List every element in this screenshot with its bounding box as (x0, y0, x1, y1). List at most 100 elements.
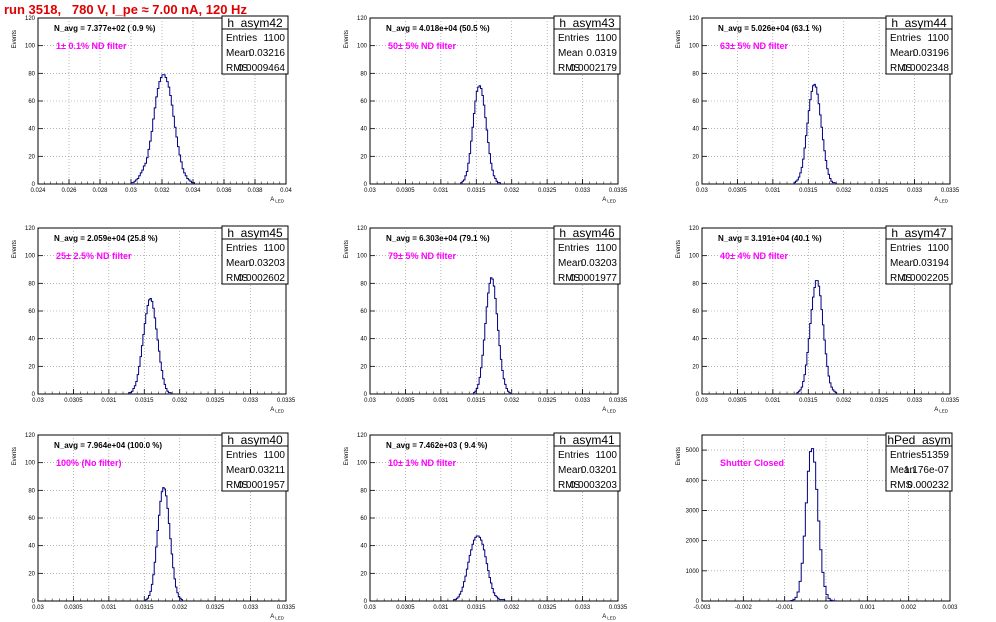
y-tick-label: 5000 (686, 448, 700, 454)
x-tick-label: 0.032 (504, 398, 520, 404)
x-tick-label: 0.0335 (277, 605, 296, 611)
y-tick-label: 100 (357, 254, 368, 260)
x-tick-label: 0.04 (280, 188, 292, 194)
y-tick-label: 20 (28, 571, 35, 577)
histogram-panel-h_asym47: 0.03 0.0305 0.031 0.0315 0.032 0.0325 0.033 0.0… (676, 225, 960, 414)
x-tick-label: 0.031 (765, 188, 781, 194)
y-tick-label: 100 (357, 461, 368, 467)
x-tick-label: 0.031 (765, 398, 781, 404)
y-axis-label: Events (344, 30, 350, 48)
x-tick-label: 0.033 (575, 398, 591, 404)
histogram-bars (460, 85, 501, 184)
stat-label: Entries (890, 33, 921, 44)
x-tick-label: 0.0305 (396, 188, 415, 194)
y-tick-label: 0 (364, 182, 368, 188)
y-tick-label: 0 (364, 392, 368, 398)
x-tick-label: 0.0325 (870, 188, 889, 194)
x-tick-label: 0.032 (836, 188, 852, 194)
x-tick-label: 0 (824, 605, 828, 611)
y-tick-label: 60 (692, 309, 699, 315)
stats-box: h_asym41 Entries 1100 Mean0.03201RMS0.00032… (553, 432, 621, 492)
n-avg-annotation: N_avg = 7.964e+04 (100.0 %) (54, 441, 162, 450)
x-tick-label: 0.0315 (467, 398, 486, 404)
histogram-name: h_asym46 (559, 226, 615, 240)
x-tick-label: 0.036 (216, 188, 232, 194)
y-tick-label: 40 (28, 127, 35, 133)
y-axis-label: Events (344, 447, 350, 465)
x-tick-label: 0.03 (364, 605, 376, 611)
stat-value: 1100 (927, 33, 949, 44)
x-tick-label: 0.032 (154, 188, 170, 194)
filter-annotation: 40± 4% ND filter (720, 251, 788, 261)
y-tick-label: 80 (692, 281, 699, 287)
x-tick-label: -0.003 (693, 605, 711, 611)
stat-label: Entries (226, 450, 257, 461)
stat-label: Entries (226, 33, 257, 44)
n-avg-annotation: N_avg = 7.462e+03 ( 9.4 %) (386, 441, 488, 450)
x-tick-label: 0.03 (696, 188, 708, 194)
x-tick-label: 0.033 (907, 188, 923, 194)
stat-value: 1100 (263, 450, 285, 461)
y-tick-label: 120 (25, 16, 36, 22)
histogram-bars (472, 277, 511, 394)
x-axis-label: ALED (270, 407, 285, 414)
stat-value: 0.0001957 (238, 480, 286, 491)
stat-value: 1100 (263, 33, 285, 44)
stat-value: 0.03216 (249, 48, 286, 59)
x-tick-label: 0.031 (433, 605, 449, 611)
n-avg-annotation: N_avg = 6.303e+04 (79.1 %) (386, 234, 490, 243)
y-tick-label: 2000 (686, 539, 700, 545)
filter-annotation: Shutter Closed (720, 458, 784, 468)
x-tick-label: 0.0315 (799, 188, 818, 194)
stat-value: 0.03194 (913, 258, 950, 269)
y-tick-label: 120 (689, 16, 700, 22)
x-tick-label: 0.03 (32, 398, 44, 404)
stat-value: 1100 (595, 33, 617, 44)
filter-annotation: 25± 2.5% ND filter (56, 251, 132, 261)
stat-label: RMS (558, 480, 581, 491)
stat-label: Entries (558, 33, 589, 44)
x-tick-label: 0.0325 (538, 605, 557, 611)
x-axis-label: ALED (934, 407, 949, 414)
stat-value: 0.0002348 (902, 63, 950, 74)
y-tick-label: 60 (28, 516, 35, 522)
x-tick-label: 0.0305 (728, 398, 747, 404)
stat-value: 0.03203 (581, 258, 618, 269)
y-tick-label: 80 (360, 281, 367, 287)
stat-label: Entries (558, 243, 589, 254)
stat-label: RMS (890, 63, 913, 74)
stat-label: RMS (226, 480, 249, 491)
stat-value: 0.03211 (250, 465, 286, 476)
n-avg-annotation: N_avg = 7.377e+02 ( 0.9 %) (54, 24, 156, 33)
y-tick-label: 100 (357, 44, 368, 50)
stat-value: 1100 (263, 243, 285, 254)
y-tick-label: 20 (360, 364, 367, 370)
x-axis-label: ALED (270, 197, 285, 204)
stat-label: RMS (226, 63, 249, 74)
stat-label: Mean (226, 258, 251, 269)
y-tick-label: 60 (692, 99, 699, 105)
x-tick-label: 0.0335 (609, 188, 628, 194)
histogram-panel-h_asym45: 0.03 0.0305 0.031 0.0315 0.032 0.0325 0.033 0.0… (12, 225, 296, 414)
x-tick-label: 0.03 (696, 398, 708, 404)
x-tick-label: 0.032 (504, 188, 520, 194)
x-tick-label: 0.038 (247, 188, 263, 194)
filter-annotation: 100% (No filter) (56, 458, 122, 468)
stat-value: 0.0319 (586, 48, 617, 59)
histogram-bars (128, 298, 172, 394)
stat-label: Mean (890, 48, 915, 59)
y-tick-label: 20 (360, 571, 367, 577)
histogram-bars (453, 535, 506, 601)
stats-box: h_asym43 Entries 1100 Mean 0.0319 RMS0.000217… (553, 15, 621, 75)
n-avg-annotation: N_avg = 2.059e+04 (25.8 %) (54, 234, 158, 243)
y-tick-label: 120 (25, 433, 36, 439)
y-tick-label: 40 (692, 127, 699, 133)
x-tick-label: 0.0335 (277, 398, 296, 404)
x-tick-label: 0.0325 (538, 188, 557, 194)
stat-label: Mean (890, 258, 915, 269)
y-tick-label: 120 (689, 226, 700, 232)
x-tick-label: 0.03 (364, 398, 376, 404)
y-tick-label: 40 (28, 337, 35, 343)
y-tick-label: 100 (25, 44, 36, 50)
x-tick-label: 0.031 (101, 398, 117, 404)
